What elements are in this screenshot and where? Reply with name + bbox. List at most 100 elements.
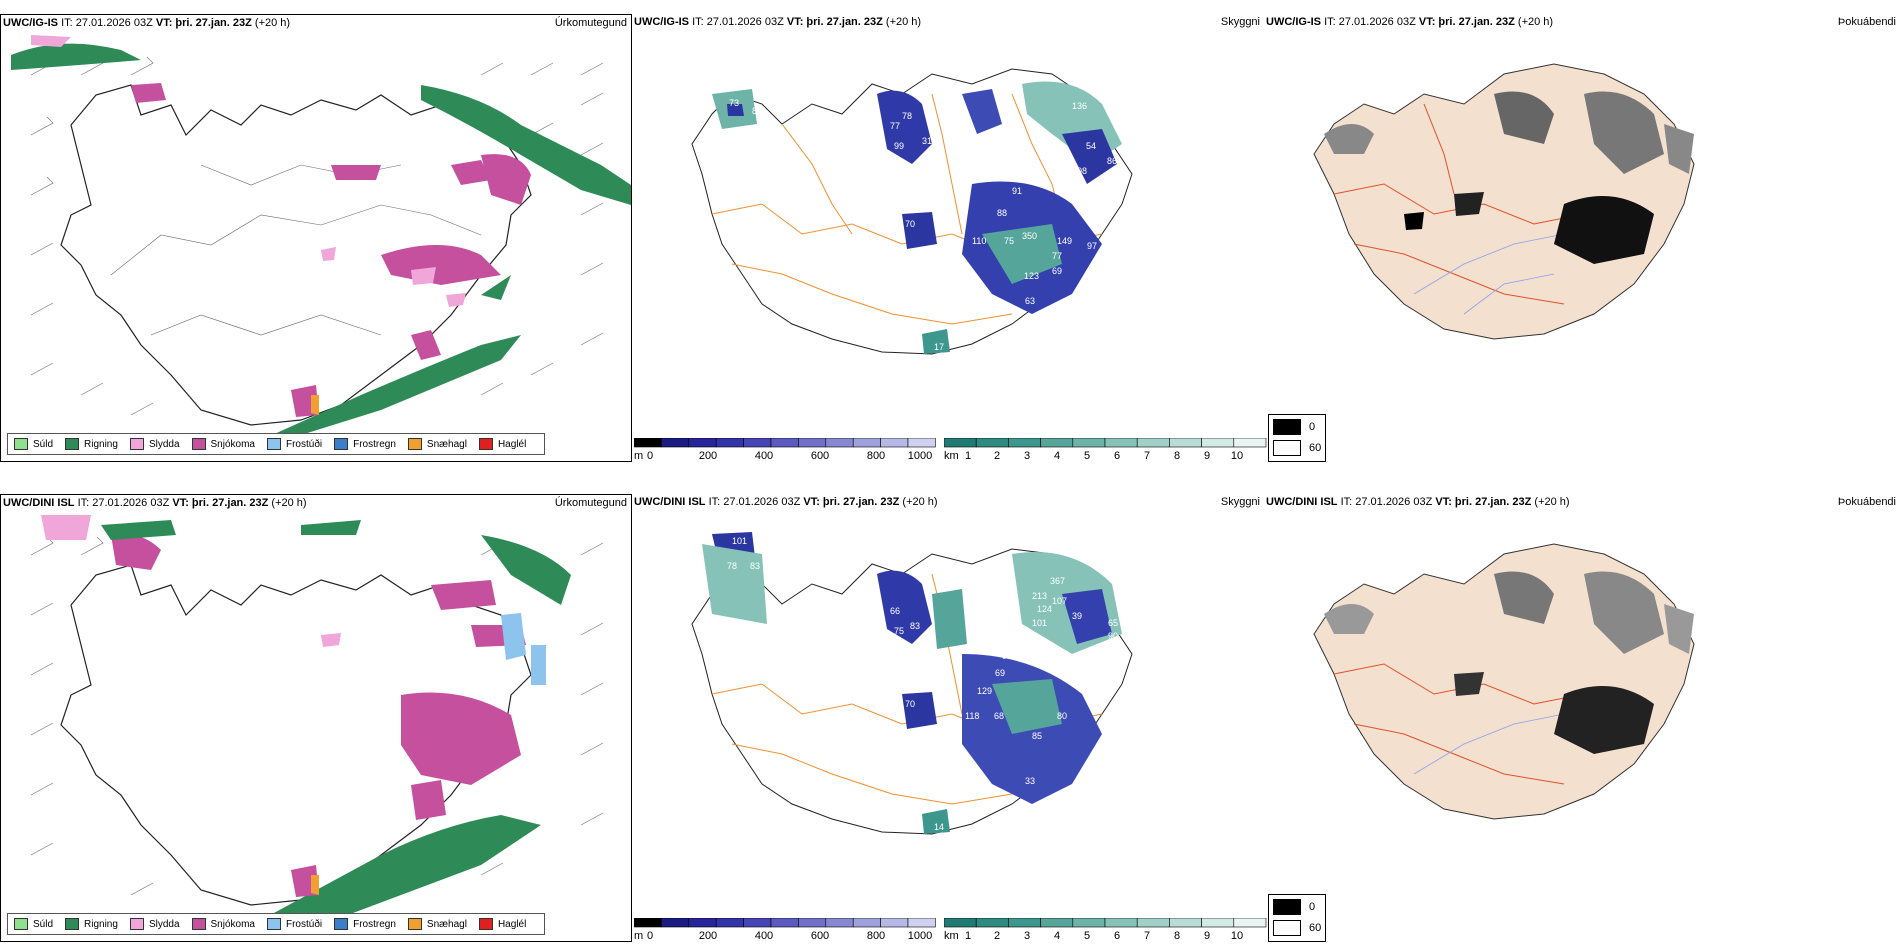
vis-value: 433	[1032, 641, 1047, 651]
legend-item-snaehagl: Snæhagl	[407, 918, 467, 930]
legend-item-rigning: Rigning	[65, 918, 118, 930]
precip-top-title: UWC/IG-IS IT: 27.01.2026 03Z VT: þri. 27…	[3, 17, 291, 29]
vis-m-tick: 600	[810, 930, 830, 942]
vis-km-tick: 9	[1203, 450, 1211, 462]
vis-value: 367	[1050, 576, 1065, 586]
vis-m-tick: 0	[646, 450, 654, 462]
fog-swatch-0	[1273, 419, 1301, 435]
vis-km-tick: 1	[964, 450, 972, 462]
vis-value: 350	[1022, 231, 1037, 241]
vis-value: 118	[965, 711, 979, 721]
vis-value: 65	[1108, 618, 1118, 628]
vis-km-tick: 8	[1173, 450, 1181, 462]
fog-swatch-60	[1273, 440, 1301, 456]
fog-swatch-0	[1273, 899, 1301, 915]
vis-value: 91	[1012, 186, 1022, 196]
legend-item-slydda: Slydda	[129, 438, 180, 450]
vis-value: 208	[1072, 166, 1087, 176]
legend-item-haglel: Haglél	[478, 438, 526, 450]
vis-value: 40	[1082, 211, 1092, 221]
iceland-map-fog-bottom	[1313, 543, 1695, 820]
vis-m-tick: 800	[866, 450, 886, 462]
vis-km-tick: 7	[1143, 450, 1151, 462]
vis-value: 99	[894, 141, 904, 151]
legend-swatch	[65, 438, 80, 450]
visibility-values: 101 78 83 66 83 75 70 84 367 213 107 124…	[727, 536, 1118, 832]
iceland-map-visibility-bottom: 101 78 83 66 83 75 70 84 367 213 107 124…	[691, 532, 1133, 835]
visibility-bottom-panel-title: Skyggni	[1220, 496, 1260, 508]
visibility-bottom-title: UWC/DINI ISL IT: 27.01.2026 03Z VT: þri.…	[634, 496, 938, 508]
vis-m-tick: 400	[754, 930, 774, 942]
vis-km-unit: km	[944, 450, 959, 462]
legend-swatch	[191, 438, 206, 450]
vis-km-colorbar-bottom: km 1 2 3 4 5 6 7 8 9 10	[944, 918, 1268, 944]
vis-m-tick: 600	[810, 450, 830, 462]
precip-areas	[11, 35, 631, 440]
vis-km-tick: 6	[1113, 930, 1121, 942]
legend-item-frostudi: Frostúði	[266, 438, 322, 450]
vis-value: 77	[1052, 251, 1062, 261]
vis-m-unit: m	[634, 930, 644, 942]
vis-value: 39	[1072, 611, 1082, 621]
precip-legend-bottom: Súld Rigning Slydda Snjókoma Frostúði Fr…	[7, 913, 546, 935]
vis-value: 78	[902, 111, 912, 121]
vis-value: 83	[910, 621, 920, 631]
legend-item-rigning: Rigning	[65, 438, 118, 450]
legend-swatch	[129, 438, 144, 450]
vis-value: 80	[1057, 711, 1067, 721]
vis-m-colorbar-bottom: m 0 200 400 600 800 1000	[634, 918, 936, 944]
vis-value: 75	[1004, 236, 1014, 246]
vis-value: 85	[1032, 731, 1042, 741]
vis-m-tick: 200	[698, 930, 718, 942]
legend-swatch	[334, 438, 349, 450]
vis-value: 84	[972, 576, 982, 586]
legend-item-frostudi: Frostúði	[266, 918, 322, 930]
fog-legend-row: 60	[1273, 920, 1321, 936]
fog-swatch-60	[1273, 920, 1301, 936]
vis-value: 70	[905, 219, 915, 229]
vis-value: 101	[1032, 618, 1047, 628]
vis-m-tick: 1000	[907, 450, 933, 462]
visibility-areas	[712, 81, 1122, 354]
legend-swatch	[14, 438, 28, 450]
legend-swatch	[65, 918, 80, 930]
vis-km-unit: km	[944, 930, 959, 942]
vis-value: 77	[890, 121, 900, 131]
vis-m-tick: 0	[646, 930, 654, 942]
fog-top-panel-title: Þokuábendi	[1837, 16, 1896, 28]
fog-legend-row: 60	[1273, 440, 1321, 456]
precip-areas	[41, 515, 571, 935]
visibility-map-bottom: 101 78 83 66 83 75 70 84 367 213 107 124…	[632, 494, 1264, 942]
fog-areas	[1324, 571, 1694, 754]
vis-value: 54	[1086, 141, 1096, 151]
vis-km-tick: 4	[1053, 930, 1061, 942]
legend-swatch	[266, 918, 281, 930]
iceland-map-fog-top	[1313, 63, 1695, 340]
visibility-top-title: UWC/IG-IS IT: 27.01.2026 03Z VT: þri. 27…	[634, 16, 922, 28]
legend-item-haglel: Haglél	[478, 918, 526, 930]
vis-value: 124	[1037, 604, 1052, 614]
legend-item-snjokoma: Snjókoma	[191, 918, 255, 930]
vis-km-tick: 1	[964, 930, 972, 942]
vis-value: 75	[894, 626, 904, 636]
legend-item-sudd: Súld	[14, 918, 53, 930]
precip-bottom-panel-title: Úrkomutegund	[554, 497, 627, 509]
vis-value: 88	[997, 208, 1007, 218]
vis-value: 213	[1032, 591, 1047, 601]
vis-value: 31	[922, 136, 932, 146]
vis-value: 14	[934, 822, 944, 832]
vis-value: 93	[1107, 171, 1117, 181]
precip-bottom-title: UWC/DINI ISL IT: 27.01.2026 03Z VT: þri.…	[3, 497, 307, 509]
vis-value: 86	[752, 106, 762, 116]
fog-map-top: UWC/IG-IS IT: 27.01.2026 03Z VT: þri. 27…	[1264, 14, 1900, 454]
vis-km-tick: 10	[1230, 930, 1244, 942]
visibility-areas	[702, 532, 1122, 834]
vis-km-tick: 2	[993, 450, 1001, 462]
vis-value: 101	[732, 536, 747, 546]
vis-m-tick: 200	[698, 450, 718, 462]
legend-item-snjokoma: Snjókoma	[191, 438, 255, 450]
fog-map-bottom: UWC/DINI ISL IT: 27.01.2026 03Z VT: þri.…	[1264, 494, 1900, 934]
vis-value: 68	[994, 711, 1004, 721]
legend-item-slydda: Slydda	[129, 918, 180, 930]
fog-legend-bottom: 0 60	[1268, 894, 1326, 942]
